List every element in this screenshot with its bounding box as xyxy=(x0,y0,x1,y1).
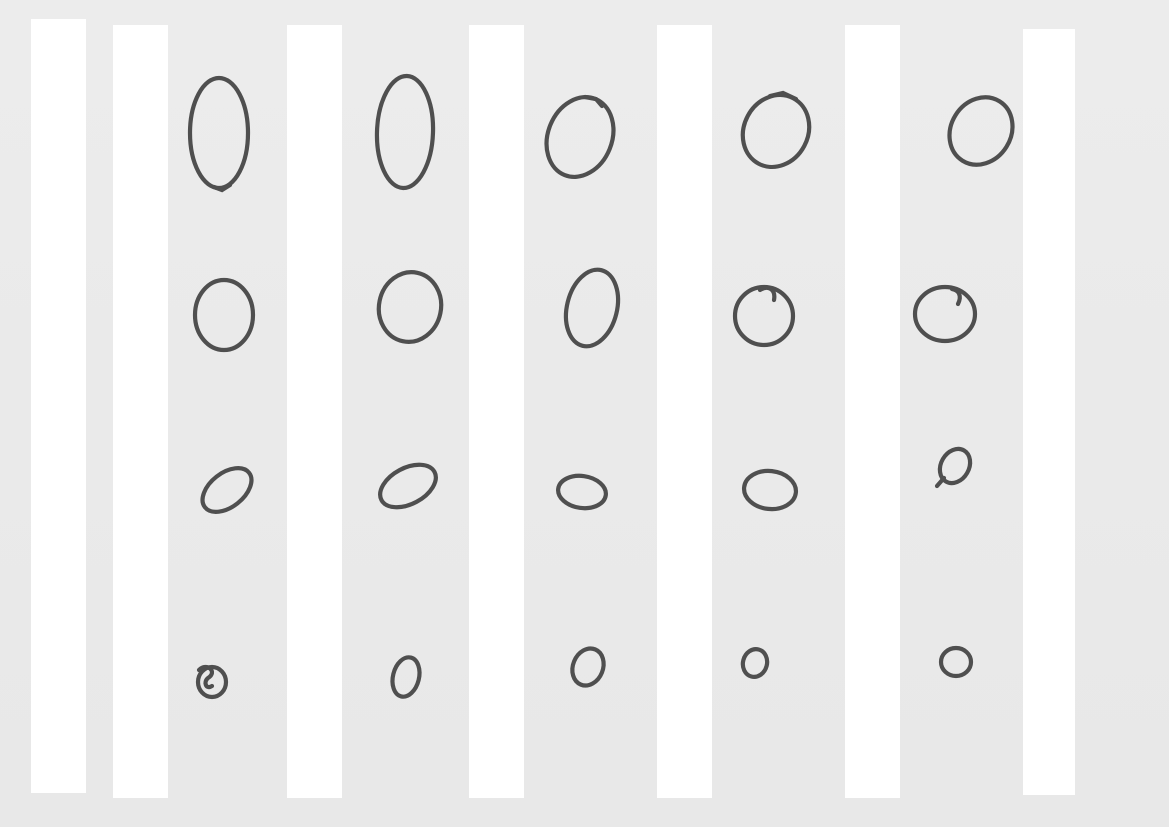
white-strip-5 xyxy=(657,25,712,798)
oval-r4-c3 xyxy=(570,646,606,688)
circle-r2-c1 xyxy=(192,277,256,353)
white-strip-3 xyxy=(287,25,342,798)
oval-r4-c5 xyxy=(938,645,974,679)
oval-r3-c3 xyxy=(556,473,608,511)
row-2 xyxy=(192,267,978,353)
oval-r1-c4 xyxy=(740,92,812,170)
circle-r2-c5 xyxy=(912,284,978,344)
oval-tail-r1-c3 xyxy=(582,94,605,109)
oval-tail-r1-c1 xyxy=(211,182,233,193)
oval-r3-c2 xyxy=(378,462,438,510)
oval-r3-c4 xyxy=(741,468,799,512)
circle-tail-r2-c4 xyxy=(757,285,777,303)
row-1 xyxy=(187,73,1015,193)
oval-r3-c5 xyxy=(937,446,973,486)
white-strip-2 xyxy=(113,25,168,798)
oval-tail-r3-c5 xyxy=(934,475,947,489)
circle-r2-c2 xyxy=(376,270,444,344)
loop-inner-r4-c1 xyxy=(196,664,215,690)
oval-r4-c2 xyxy=(390,655,422,699)
white-strip-4 xyxy=(469,25,524,798)
row-4 xyxy=(195,645,974,700)
oval-r1-c2 xyxy=(374,73,436,191)
white-strip-7 xyxy=(1023,29,1075,795)
circle-tail-r2-c5 xyxy=(949,286,962,307)
white-strip-6 xyxy=(845,25,900,798)
white-strip-1 xyxy=(31,19,86,793)
oval-r1-c5 xyxy=(947,95,1015,167)
oval-r3-c1 xyxy=(200,466,254,514)
oval-tail-r1-c4 xyxy=(767,90,799,102)
oval-r4-c4 xyxy=(740,647,770,679)
oval-r2-c3 xyxy=(563,267,621,349)
oval-r1-c1 xyxy=(187,75,251,191)
circle-r2-c4 xyxy=(732,284,796,348)
loop-r4-c1 xyxy=(195,664,229,700)
oval-r1-c3 xyxy=(544,95,616,179)
row-3 xyxy=(200,446,973,514)
